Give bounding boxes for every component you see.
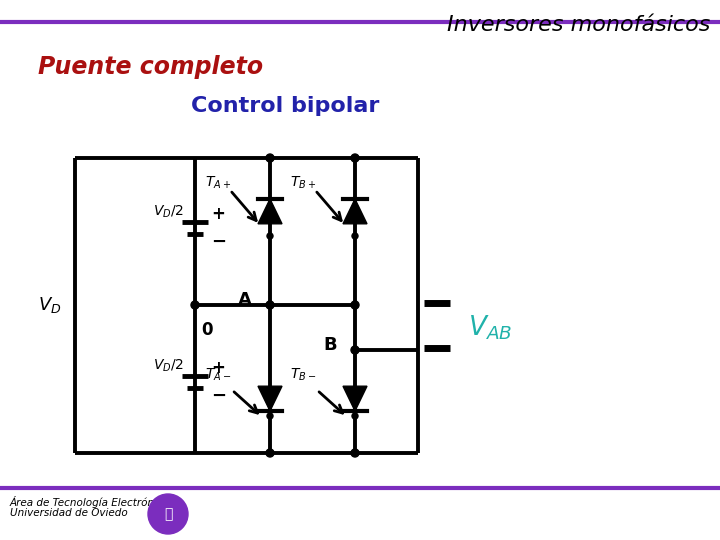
Text: B: B xyxy=(323,336,337,354)
Text: +: + xyxy=(211,205,225,223)
Circle shape xyxy=(266,154,274,162)
Circle shape xyxy=(352,413,358,419)
Circle shape xyxy=(267,233,273,239)
Circle shape xyxy=(351,346,359,354)
Text: $T_{A-}$: $T_{A-}$ xyxy=(205,367,231,383)
Circle shape xyxy=(148,494,188,534)
Text: $T_{A+}$: $T_{A+}$ xyxy=(205,175,231,191)
Circle shape xyxy=(351,154,359,162)
Text: $V_D/2$: $V_D/2$ xyxy=(153,358,184,374)
Polygon shape xyxy=(343,386,367,411)
Polygon shape xyxy=(258,386,282,411)
Text: $V_{AB}$: $V_{AB}$ xyxy=(468,313,512,342)
Text: Universidad de Oviedo: Universidad de Oviedo xyxy=(10,508,127,518)
Text: −: − xyxy=(211,233,226,251)
Text: $V_D$: $V_D$ xyxy=(37,295,61,315)
Circle shape xyxy=(351,301,359,309)
Text: Área de Tecnología Electrónica -: Área de Tecnología Electrónica - xyxy=(10,496,177,508)
Text: 0: 0 xyxy=(201,321,212,339)
Polygon shape xyxy=(343,199,367,224)
Text: ⛎: ⛎ xyxy=(164,507,172,521)
Text: Inversores monofásicos: Inversores monofásicos xyxy=(446,15,710,35)
Circle shape xyxy=(191,301,199,309)
Text: Control bipolar: Control bipolar xyxy=(191,96,379,116)
Circle shape xyxy=(351,449,359,457)
Circle shape xyxy=(352,233,358,239)
Circle shape xyxy=(266,449,274,457)
Text: $T_{B-}$: $T_{B-}$ xyxy=(290,367,316,383)
Text: $T_{B+}$: $T_{B+}$ xyxy=(290,175,316,191)
Text: +: + xyxy=(211,359,225,377)
Polygon shape xyxy=(258,199,282,224)
Circle shape xyxy=(267,413,273,419)
Text: −: − xyxy=(211,387,226,405)
Text: Puente completo: Puente completo xyxy=(38,55,263,79)
Circle shape xyxy=(266,301,274,309)
Text: A: A xyxy=(238,291,252,309)
Text: $V_D/2$: $V_D/2$ xyxy=(153,204,184,220)
